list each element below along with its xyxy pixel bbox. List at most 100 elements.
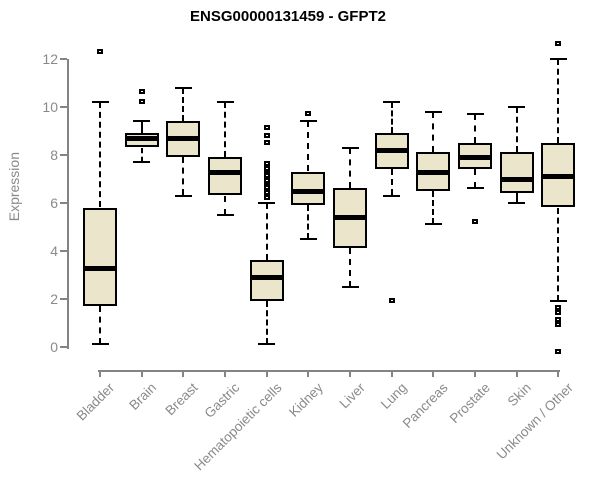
x-tick-mark — [140, 370, 143, 377]
y-tick-label: 0 — [50, 338, 58, 355]
outlier-point — [263, 166, 270, 172]
whisker-cap-bottom — [216, 213, 234, 216]
whisker-lower — [390, 169, 393, 196]
box — [208, 157, 242, 196]
outlier-point — [555, 348, 562, 354]
outlier-point — [263, 125, 270, 131]
y-tick-label: 2 — [50, 290, 58, 307]
x-tick-mark — [182, 370, 185, 377]
x-category-label: Breast — [162, 380, 201, 419]
outlier-point — [263, 161, 270, 167]
whisker-lower — [140, 147, 143, 162]
outlier-point — [263, 194, 270, 200]
whisker-cap-top — [133, 120, 151, 123]
whisker-cap-top — [299, 120, 317, 123]
box — [83, 207, 117, 306]
whisker-cap-top — [258, 201, 276, 204]
x-tick-mark — [432, 370, 435, 377]
outlier-point — [388, 298, 395, 304]
whisker-cap-bottom — [424, 223, 442, 226]
whisker-cap-top — [508, 105, 526, 108]
whisker-lower — [474, 169, 477, 189]
x-category-label: Brain — [126, 380, 160, 413]
whisker-cap-top — [424, 110, 442, 113]
y-tick-mark — [60, 201, 67, 204]
x-tick-mark — [349, 370, 352, 377]
x-tick-mark — [557, 370, 560, 377]
median-line — [249, 275, 284, 281]
whisker-lower — [349, 248, 352, 287]
x-category-label: Liver — [336, 380, 368, 412]
whisker-cap-bottom — [299, 237, 317, 240]
whisker-upper — [265, 202, 268, 261]
outlier-point — [263, 132, 270, 138]
whisker-upper — [307, 121, 310, 172]
whisker-cap-bottom — [508, 201, 526, 204]
y-tick-label: 4 — [50, 242, 58, 259]
whisker-cap-top — [91, 100, 109, 103]
median-line — [374, 147, 409, 153]
y-tick-mark — [60, 345, 67, 348]
outlier-point — [472, 218, 479, 224]
outlier-point — [138, 98, 145, 104]
whisker-upper — [515, 106, 518, 153]
whisker-cap-top — [383, 100, 401, 103]
whisker-upper — [99, 101, 101, 208]
median-line — [333, 215, 368, 221]
median-line — [208, 169, 242, 175]
whisker-cap-top — [466, 112, 484, 115]
whisker-cap-bottom — [383, 194, 401, 197]
median-line — [499, 176, 534, 182]
whisker-cap-bottom — [341, 285, 359, 288]
whisker-lower — [265, 301, 268, 345]
whisker-cap-top — [174, 86, 192, 89]
median-line — [416, 169, 451, 175]
median-line — [458, 155, 493, 161]
box — [499, 152, 534, 194]
y-tick-label: 6 — [50, 194, 58, 211]
outlier-point — [138, 89, 145, 95]
x-category-label: Skin — [505, 380, 535, 410]
whisker-lower — [515, 193, 518, 203]
whisker-cap-top — [549, 57, 567, 60]
chart-title: ENSG00000131459 - GFPT2 — [190, 8, 386, 25]
y-tick-mark — [60, 105, 67, 108]
x-tick-mark — [265, 370, 268, 377]
y-tick-label: 10 — [42, 98, 58, 115]
x-tick-mark — [390, 370, 393, 377]
median-line — [291, 188, 326, 194]
outlier-point — [555, 305, 562, 311]
x-tick-mark — [474, 370, 477, 377]
outlier-point — [97, 48, 103, 54]
whisker-lower — [432, 190, 435, 225]
y-tick-mark — [60, 297, 67, 300]
whisker-cap-top — [216, 100, 234, 103]
outlier-point — [305, 110, 312, 116]
whisker-upper — [474, 113, 477, 143]
x-tick-mark — [307, 370, 310, 377]
outlier-point — [555, 41, 562, 47]
whisker-lower — [182, 157, 185, 196]
x-category-label: Lung — [377, 380, 410, 412]
whisker-upper — [390, 101, 393, 134]
y-tick-mark — [60, 153, 67, 156]
outlier-point — [555, 310, 562, 316]
x-tick-mark — [224, 370, 226, 377]
whisker-cap-bottom — [174, 194, 192, 197]
whisker-upper — [224, 101, 226, 158]
x-category-label: Unknown / Other — [493, 380, 576, 463]
outlier-point — [555, 317, 562, 323]
outlier-point — [555, 322, 562, 328]
whisker-lower — [224, 195, 226, 215]
whisker-lower — [99, 305, 101, 345]
y-axis-line — [67, 58, 69, 349]
whisker-upper — [349, 147, 352, 189]
whisker-cap-bottom — [258, 343, 276, 346]
whisker-upper — [182, 87, 185, 122]
median-line — [83, 265, 117, 271]
x-category-label: Kidney — [286, 380, 326, 420]
y-tick-mark — [60, 57, 67, 60]
whisker-cap-bottom — [133, 160, 151, 163]
